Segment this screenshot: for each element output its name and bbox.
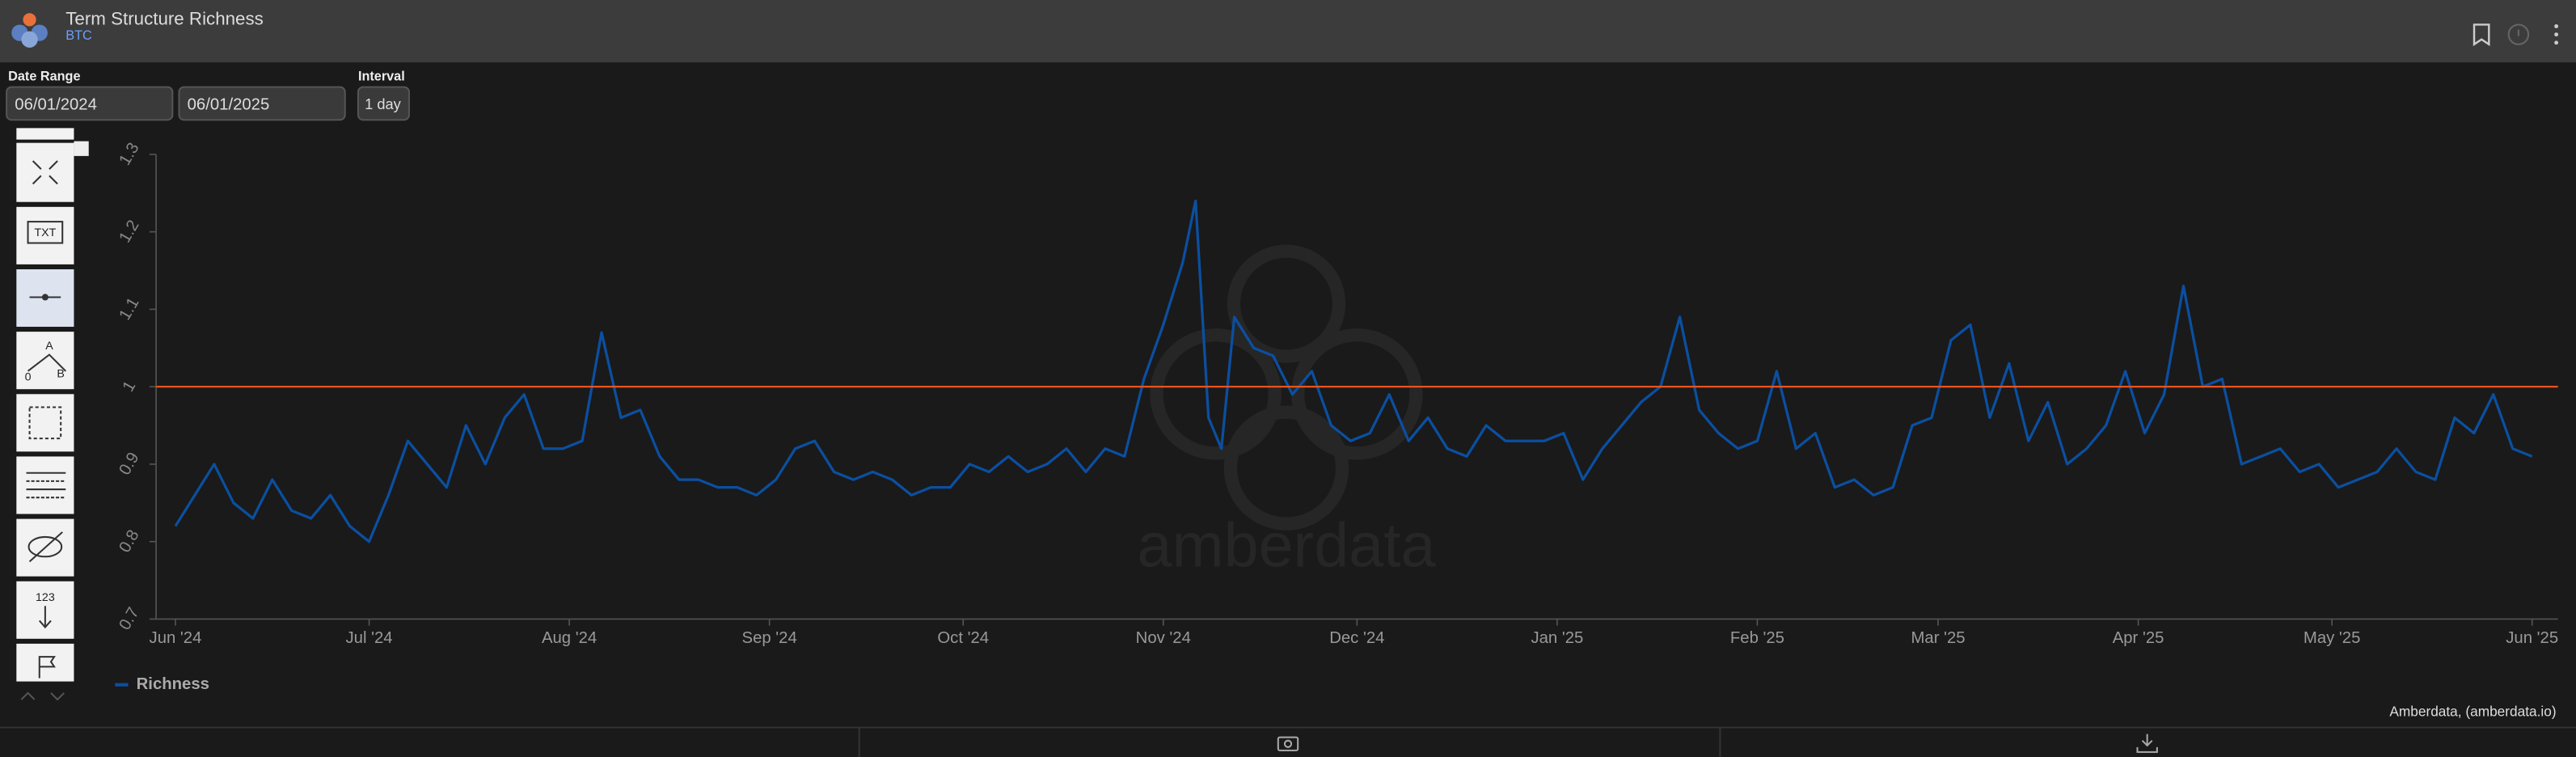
fullscreen-icon [32,160,58,185]
x-tick-label: Apr '25 [2113,629,2164,647]
title: Term Structure Richness [65,8,264,28]
screenshot-button[interactable] [1277,736,1299,751]
tool-label: B [57,368,64,381]
logo [11,13,48,48]
arrow-icon [39,606,52,629]
x-tick-label: Nov '24 [1136,629,1191,647]
end-date-input[interactable] [178,86,346,121]
x-tick-label: Oct '24 [937,629,989,647]
x-tick-label: Mar '25 [1911,629,1966,647]
tool-button[interactable] [16,643,74,682]
tool-button[interactable] [16,206,74,264]
x-tick-label: Jul '24 [346,629,393,647]
text-tool-icon [27,221,64,244]
annotations-icon [26,472,66,499]
info-button[interactable] [2507,23,2530,45]
watermark: amberdata [1137,511,1435,581]
date-range-label: Date Range [8,70,80,84]
start-date-input[interactable] [6,86,174,121]
x-tick-label: Dec '24 [1329,629,1384,647]
x-tick-label: Jun '24 [150,629,202,647]
tool-label: 123 [36,591,55,604]
toolbar-scroll[interactable] [20,691,65,701]
legend-label[interactable]: Richness [137,675,209,693]
start-date: 06/01/2024 [15,95,97,113]
x-tick-label: May '25 [2304,629,2360,647]
flag-icon [38,656,56,679]
tool-button[interactable] [16,142,74,202]
x-tick-label: Aug '24 [542,629,597,647]
download-button[interactable] [2136,734,2158,753]
x-tick-label: Sep '24 [742,629,797,647]
x-tick-label: Jan '25 [1531,629,1583,647]
header-bar [0,0,2576,63]
tool-button[interactable] [16,456,74,514]
subtitle: BTC [65,28,92,43]
watermark-logo [1150,244,1423,531]
x-tick-label: Jun '25 [2506,629,2558,647]
hide-icon [27,531,63,563]
tool-label: A [45,340,53,353]
fib-tool-icon [27,353,66,372]
tool-label: 0 [25,371,32,384]
interval: 1 day [365,95,402,112]
tool-label: TXT [34,226,56,239]
measure-tool-icon [28,406,62,440]
tool-button[interactable] [16,394,74,452]
series-line [174,199,2533,543]
interval-label: Interval [358,70,405,84]
tool-button[interactable] [16,332,74,390]
menu-button[interactable] [2554,24,2559,45]
end-date: 06/01/2025 [188,95,270,113]
bookmark-button[interactable] [2473,23,2490,47]
tool-button[interactable] [16,128,74,140]
interval-select[interactable] [357,86,410,121]
x-tick-label: Feb '25 [1730,629,1784,647]
line-tool-icon [29,294,61,301]
toolbar-close[interactable] [74,141,89,156]
credit: Amberdata, (amberdata.io) [2389,704,2556,720]
toolbar: TXT A 0 B 123 [16,128,89,701]
